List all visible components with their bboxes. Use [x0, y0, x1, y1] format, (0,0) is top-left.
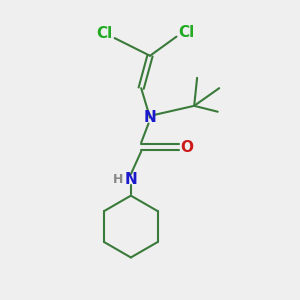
- Text: N: N: [144, 110, 156, 125]
- Text: N: N: [124, 172, 137, 187]
- Text: O: O: [180, 140, 193, 154]
- Text: Cl: Cl: [179, 25, 195, 40]
- Text: H: H: [113, 173, 123, 186]
- Text: Cl: Cl: [96, 26, 112, 41]
